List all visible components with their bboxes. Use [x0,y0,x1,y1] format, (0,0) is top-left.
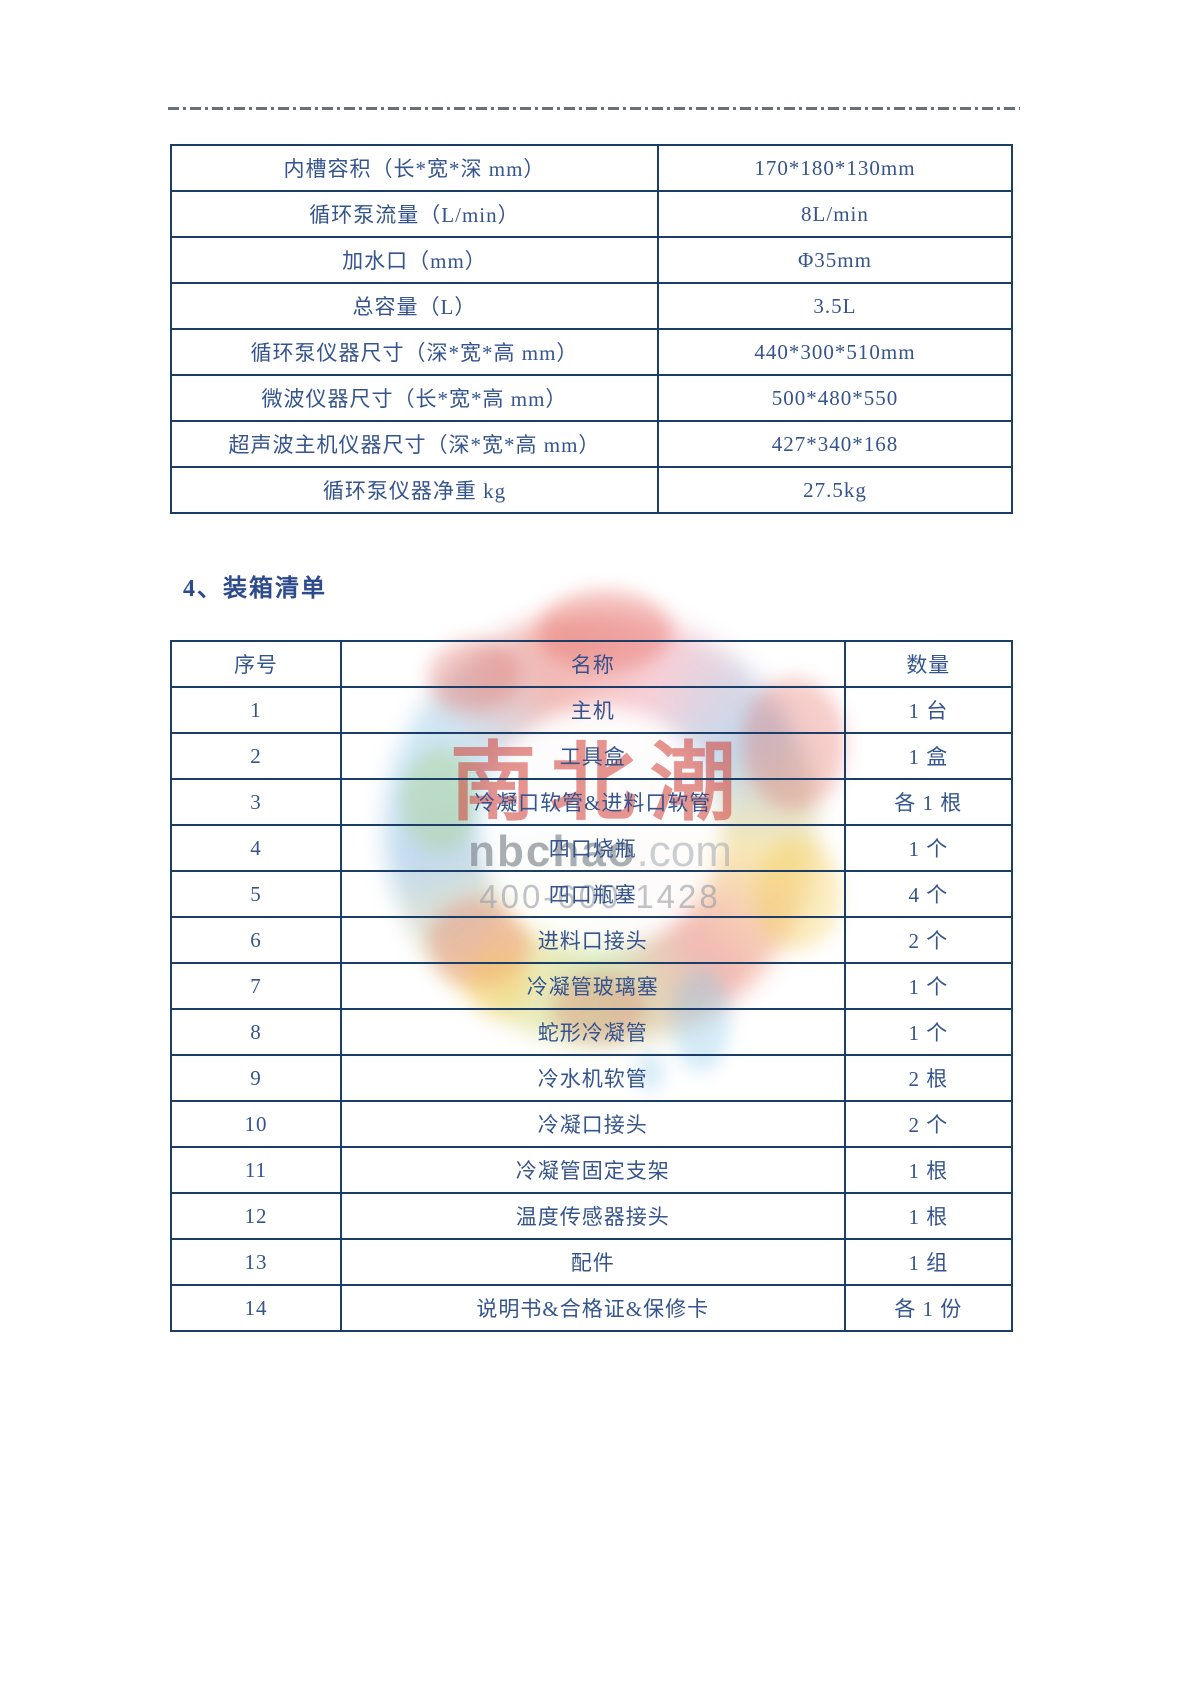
index-cell: 1 [170,686,342,734]
index-cell: 12 [170,1192,342,1240]
table-row: 14 说明书&合格证&保修卡 各 1 份 [170,1284,1014,1332]
index-cell: 8 [170,1008,342,1056]
spec-value-cell: 8L/min [656,190,1014,238]
index-cell: 13 [170,1238,342,1286]
table-row: 11 冷凝管固定支架 1 根 [170,1146,1014,1194]
name-cell: 说明书&合格证&保修卡 [339,1284,846,1332]
name-cell: 主机 [339,686,846,734]
name-cell: 冷凝管固定支架 [339,1146,846,1194]
table-row: 循环泵仪器净重 kg 27.5kg [170,466,1014,514]
table-row: 7 冷凝管玻璃塞 1 个 [170,962,1014,1010]
table-row: 循环泵流量（L/min） 8L/min [170,190,1014,238]
spec-table: 内槽容积（长*宽*深 mm） 170*180*130mm 循环泵流量（L/min… [170,144,1014,514]
index-cell: 10 [170,1100,342,1148]
qty-cell: 2 个 [843,1100,1014,1148]
table-row: 6 进料口接头 2 个 [170,916,1014,964]
qty-cell: 1 个 [843,1008,1014,1056]
name-cell: 蛇形冷凝管 [339,1008,846,1056]
table-row: 2 工具盒 1 盒 [170,732,1014,780]
spec-label-cell: 超声波主机仪器尺寸（深*宽*高 mm） [170,420,659,468]
spec-value-cell: Φ35mm [656,236,1014,284]
spec-label-cell: 循环泵仪器尺寸（深*宽*高 mm） [170,328,659,376]
table-row: 10 冷凝口接头 2 个 [170,1100,1014,1148]
table-row: 1 主机 1 台 [170,686,1014,734]
name-cell: 冷凝口接头 [339,1100,846,1148]
spec-label-cell: 循环泵流量（L/min） [170,190,659,238]
table-row: 总容量（L） 3.5L [170,282,1014,330]
qty-cell: 1 个 [843,962,1014,1010]
qty-cell: 1 根 [843,1192,1014,1240]
spec-label-cell: 总容量（L） [170,282,659,330]
spec-value-cell: 427*340*168 [656,420,1014,468]
qty-cell: 1 个 [843,824,1014,872]
spec-value-cell: 500*480*550 [656,374,1014,422]
index-cell: 6 [170,916,342,964]
name-cell: 四口瓶塞 [339,870,846,918]
index-cell: 3 [170,778,342,826]
name-cell: 配件 [339,1238,846,1286]
name-cell: 四口烧瓶 [339,824,846,872]
header-index: 序号 [170,640,342,688]
header-name: 名称 [339,640,846,688]
qty-cell: 1 根 [843,1146,1014,1194]
page-title: 4、装箱清单 [183,576,327,602]
name-cell: 工具盒 [339,732,846,780]
table-header-row: 序号 名称 数量 [170,640,1014,688]
spec-value-cell: 27.5kg [656,466,1014,514]
header-qty: 数量 [843,640,1014,688]
qty-cell: 各 1 份 [843,1284,1014,1332]
index-cell: 9 [170,1054,342,1102]
dash-dot-divider [168,107,1020,110]
qty-cell: 1 盒 [843,732,1014,780]
spec-label-cell: 加水口（mm） [170,236,659,284]
spec-value-cell: 170*180*130mm [656,144,1014,192]
table-row: 5 四口瓶塞 4 个 [170,870,1014,918]
index-cell: 5 [170,870,342,918]
table-row: 微波仪器尺寸（长*宽*高 mm） 500*480*550 [170,374,1014,422]
name-cell: 温度传感器接头 [339,1192,846,1240]
table-row: 9 冷水机软管 2 根 [170,1054,1014,1102]
qty-cell: 2 个 [843,916,1014,964]
table-row: 循环泵仪器尺寸（深*宽*高 mm） 440*300*510mm [170,328,1014,376]
name-cell: 冷凝管玻璃塞 [339,962,846,1010]
index-cell: 11 [170,1146,342,1194]
table-row: 4 四口烧瓶 1 个 [170,824,1014,872]
index-cell: 4 [170,824,342,872]
index-cell: 14 [170,1284,342,1332]
qty-cell: 4 个 [843,870,1014,918]
spec-label-cell: 循环泵仪器净重 kg [170,466,659,514]
table-row: 3 冷凝口软管&进料口软管 各 1 根 [170,778,1014,826]
qty-cell: 1 台 [843,686,1014,734]
spec-value-cell: 3.5L [656,282,1014,330]
name-cell: 冷水机软管 [339,1054,846,1102]
table-row: 内槽容积（长*宽*深 mm） 170*180*130mm [170,144,1014,192]
spec-label-cell: 微波仪器尺寸（长*宽*高 mm） [170,374,659,422]
name-cell: 冷凝口软管&进料口软管 [339,778,846,826]
table-row: 超声波主机仪器尺寸（深*宽*高 mm） 427*340*168 [170,420,1014,468]
packing-table: 序号 名称 数量 1 主机 1 台 2 工具盒 1 盒 3 冷凝口软管&进料口软… [170,640,1014,1332]
table-row: 13 配件 1 组 [170,1238,1014,1286]
spec-value-cell: 440*300*510mm [656,328,1014,376]
qty-cell: 各 1 根 [843,778,1014,826]
name-cell: 进料口接头 [339,916,846,964]
qty-cell: 1 组 [843,1238,1014,1286]
table-row: 8 蛇形冷凝管 1 个 [170,1008,1014,1056]
table-row: 12 温度传感器接头 1 根 [170,1192,1014,1240]
table-row: 加水口（mm） Φ35mm [170,236,1014,284]
index-cell: 2 [170,732,342,780]
spec-label-cell: 内槽容积（长*宽*深 mm） [170,144,659,192]
qty-cell: 2 根 [843,1054,1014,1102]
index-cell: 7 [170,962,342,1010]
